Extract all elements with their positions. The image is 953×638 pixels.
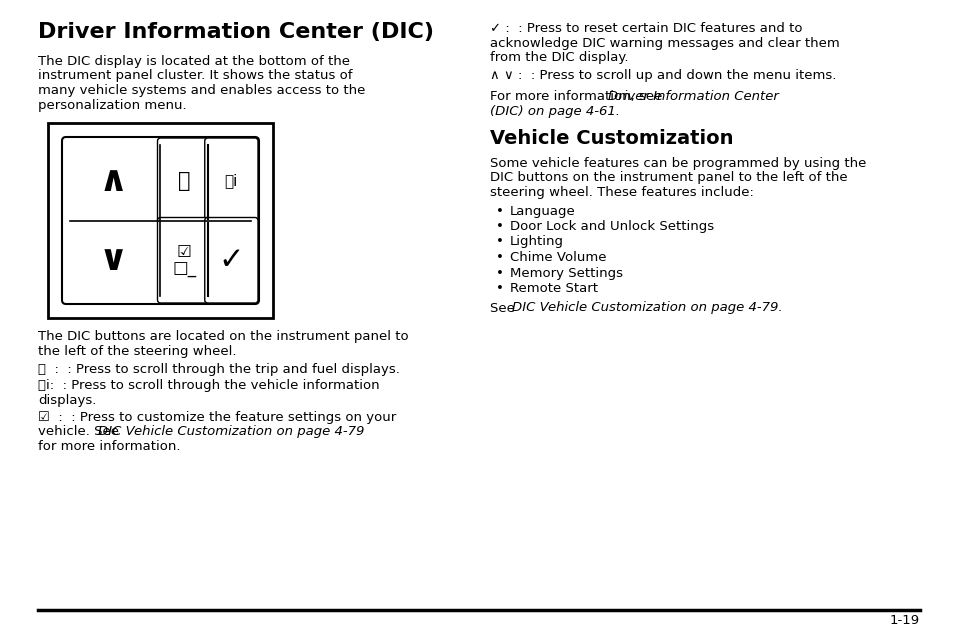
Text: •: • (496, 251, 503, 264)
Text: ∨: ∨ (98, 243, 128, 278)
Text: Driver Information Center: Driver Information Center (607, 90, 778, 103)
Text: Language: Language (510, 205, 576, 218)
Text: ∧: ∧ (98, 164, 128, 198)
FancyBboxPatch shape (205, 138, 257, 223)
Text: vehicle. See: vehicle. See (38, 425, 123, 438)
Text: The DIC display is located at the bottom of the: The DIC display is located at the bottom… (38, 55, 350, 68)
Text: many vehicle systems and enables access to the: many vehicle systems and enables access … (38, 84, 365, 97)
Text: Lighting: Lighting (510, 235, 563, 248)
Text: DIC Vehicle Customization on page 4-79: DIC Vehicle Customization on page 4-79 (98, 425, 364, 438)
Text: 🚗i:  : Press to scroll through the vehicle information: 🚗i: : Press to scroll through the vehicl… (38, 380, 379, 392)
Text: Vehicle Customization: Vehicle Customization (490, 129, 733, 148)
FancyBboxPatch shape (62, 137, 258, 304)
Text: Remote Start: Remote Start (510, 282, 598, 295)
Text: ⛽  :  : Press to scroll through the trip and fuel displays.: ⛽ : : Press to scroll through the trip a… (38, 363, 399, 376)
Text: •: • (496, 267, 503, 279)
Text: displays.: displays. (38, 394, 96, 407)
Text: Some vehicle features can be programmed by using the: Some vehicle features can be programmed … (490, 157, 865, 170)
Text: For more information, see: For more information, see (490, 90, 666, 103)
Text: ⛽: ⛽ (177, 171, 191, 191)
Text: See: See (490, 302, 518, 315)
Text: steering wheel. These features include:: steering wheel. These features include: (490, 186, 753, 199)
Text: for more information.: for more information. (38, 440, 180, 452)
Text: ✓ :  : Press to reset certain DIC features and to: ✓ : : Press to reset certain DIC feature… (490, 22, 801, 35)
Text: instrument panel cluster. It shows the status of: instrument panel cluster. It shows the s… (38, 70, 352, 82)
Text: ☑
□_: ☑ □_ (172, 243, 196, 278)
Text: (DIC) on page 4-61.: (DIC) on page 4-61. (490, 105, 619, 117)
Text: from the DIC display.: from the DIC display. (490, 51, 628, 64)
Text: •: • (496, 220, 503, 233)
Text: The DIC buttons are located on the instrument panel to: The DIC buttons are located on the instr… (38, 330, 408, 343)
Text: •: • (496, 282, 503, 295)
Text: 🚗i: 🚗i (225, 174, 238, 188)
Text: Door Lock and Unlock Settings: Door Lock and Unlock Settings (510, 220, 714, 233)
Text: ∧ ∨ :  : Press to scroll up and down the menu items.: ∧ ∨ : : Press to scroll up and down the … (490, 70, 836, 82)
Text: ☑  :  : Press to customize the feature settings on your: ☑ : : Press to customize the feature set… (38, 410, 395, 424)
Text: ✓: ✓ (218, 246, 244, 275)
Text: the left of the steering wheel.: the left of the steering wheel. (38, 345, 236, 357)
FancyBboxPatch shape (157, 218, 211, 303)
Text: DIC buttons on the instrument panel to the left of the: DIC buttons on the instrument panel to t… (490, 172, 846, 184)
Text: •: • (496, 205, 503, 218)
Text: Driver Information Center (DIC): Driver Information Center (DIC) (38, 22, 434, 42)
Text: DIC Vehicle Customization on page 4-79.: DIC Vehicle Customization on page 4-79. (512, 302, 781, 315)
Text: personalization menu.: personalization menu. (38, 98, 187, 112)
Bar (48, 123, 273, 318)
FancyBboxPatch shape (205, 218, 257, 303)
Text: 1-19: 1-19 (889, 614, 919, 627)
Text: Memory Settings: Memory Settings (510, 267, 622, 279)
Text: Chime Volume: Chime Volume (510, 251, 606, 264)
Text: •: • (496, 235, 503, 248)
FancyBboxPatch shape (157, 138, 211, 223)
Text: acknowledge DIC warning messages and clear them: acknowledge DIC warning messages and cle… (490, 36, 839, 50)
